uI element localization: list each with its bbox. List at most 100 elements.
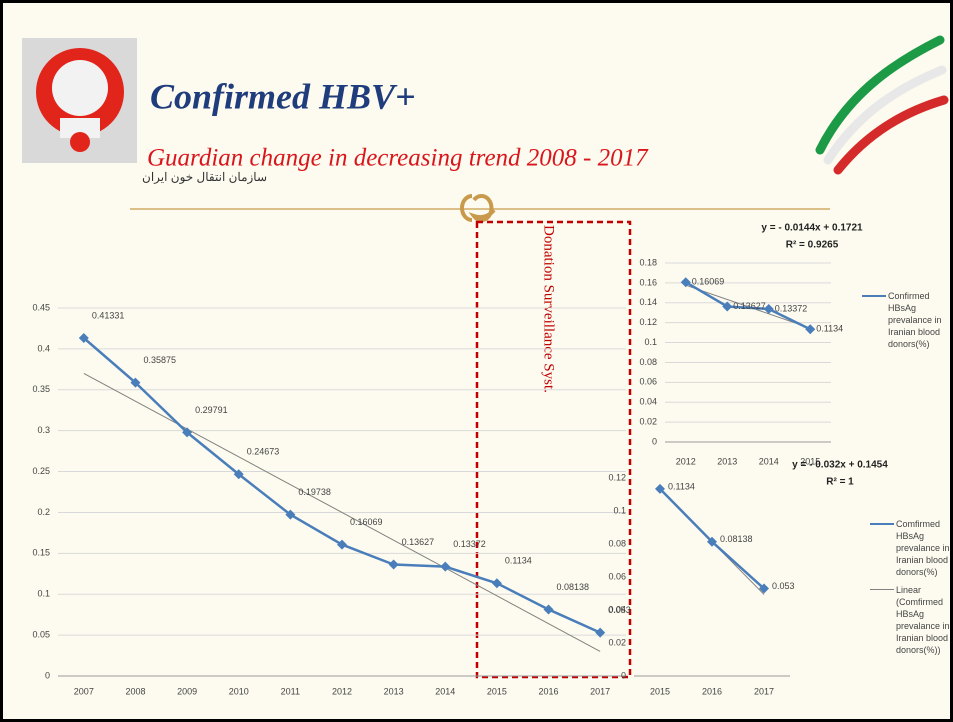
y-tick-label: 0.1 — [644, 337, 657, 347]
data-label: 0.41331 — [92, 310, 125, 320]
y-tick-label: 0.16 — [639, 277, 657, 287]
series-line — [83, 337, 601, 634]
x-tick-label: 2008 — [125, 686, 145, 696]
x-tick-label: 2014 — [759, 456, 779, 466]
legend-label: Confirmed HBsAg prevalance in Iranian bl… — [888, 291, 942, 349]
x-tick-label: 2017 — [754, 686, 774, 696]
y-tick-label: 0.04 — [639, 397, 657, 407]
y-tick-label: 0.4 — [37, 343, 50, 353]
data-point — [759, 583, 769, 594]
legend-item: Comfirmed HBsAg prevalance in Iranian bl… — [870, 518, 950, 578]
data-label: 0.16069 — [350, 517, 383, 527]
slide-title: Confirmed HBV+ — [150, 76, 416, 116]
data-point — [388, 559, 399, 570]
x-tick-label: 2015 — [800, 456, 820, 466]
data-label: 0.13372 — [453, 539, 486, 549]
y-tick-label: 0.02 — [608, 637, 626, 647]
r-squared: R² = 1 — [826, 477, 854, 488]
y-tick-label: 0.45 — [32, 302, 50, 312]
y-tick-label: 0.2 — [37, 507, 50, 517]
data-point — [707, 536, 717, 547]
data-label: 0.08138 — [720, 534, 753, 544]
y-tick-label: 0 — [45, 670, 50, 680]
slide-subtitle: Guardian change in decreasing trend 2008… — [147, 145, 649, 172]
data-label: 0.19738 — [298, 487, 331, 497]
data-label: 0.1134 — [505, 556, 532, 566]
data-label: 0.053 — [772, 581, 795, 591]
data-point — [491, 578, 502, 589]
x-tick-label: 2016 — [702, 686, 722, 696]
r-squared: R² = 0.9265 — [786, 240, 839, 251]
y-tick-label: 0.35 — [32, 384, 50, 394]
trendline — [83, 372, 601, 652]
flag-logo — [815, 35, 949, 175]
data-point — [78, 333, 89, 344]
data-point — [595, 627, 606, 638]
data-label: 0.053 — [608, 605, 631, 615]
x-tick-label: 2015 — [487, 686, 507, 696]
y-tick-label: 0.15 — [32, 548, 50, 558]
legend-symbol — [870, 589, 894, 590]
y-tick-label: 0.14 — [639, 297, 657, 307]
divider — [130, 194, 830, 222]
data-label: 0.13627 — [733, 301, 766, 311]
data-point — [440, 561, 451, 572]
annotation-box — [475, 220, 632, 679]
y-tick-label: 0.06 — [608, 571, 626, 581]
data-point — [805, 324, 816, 335]
legend: Confirmed HBsAg prevalance in Iranian bl… — [862, 290, 952, 356]
series-line — [685, 281, 811, 331]
y-tick-label: 0.06 — [639, 377, 657, 387]
y-tick-label: 0 — [652, 436, 657, 446]
y-tick-label: 0.02 — [639, 416, 657, 426]
data-point — [130, 377, 141, 388]
x-tick-label: 2010 — [229, 686, 249, 696]
y-tick-label: 0.12 — [608, 472, 626, 482]
data-point — [722, 301, 733, 312]
x-tick-label: 2013 — [384, 686, 404, 696]
y-tick-label: 0.3 — [37, 425, 50, 435]
x-tick-label: 2009 — [177, 686, 197, 696]
annotation-text: Donation Surveillance Syst. — [541, 225, 557, 393]
trend-equation: y = - 0.032x + 0.1454 — [792, 460, 888, 471]
x-tick-label: 2014 — [435, 686, 455, 696]
data-point — [543, 604, 554, 615]
data-label: 0.24673 — [247, 447, 280, 457]
data-point — [337, 539, 347, 550]
x-tick-label: 2013 — [717, 456, 737, 466]
data-label: 0.13372 — [775, 303, 808, 313]
y-tick-label: 0.08 — [608, 538, 626, 548]
x-tick-label: 2016 — [539, 686, 559, 696]
legend: Comfirmed HBsAg prevalance in Iranian bl… — [870, 518, 950, 662]
y-tick-label: 0.25 — [32, 466, 50, 476]
data-point — [655, 483, 665, 494]
data-point — [233, 469, 244, 480]
y-tick-label: 0.08 — [639, 357, 657, 367]
data-label: 0.16069 — [692, 277, 725, 287]
legend-symbol — [862, 295, 886, 297]
data-label: 0.29791 — [195, 405, 228, 415]
trend-equation: y = - 0.0144x + 0.1721 — [761, 223, 863, 234]
x-tick-label: 2007 — [74, 686, 94, 696]
y-tick-label: 0.12 — [639, 317, 657, 327]
legend-item: Linear (Comfirmed HBsAg prevalance in Ir… — [870, 584, 950, 656]
logo-caption: سازمان انتقال خون ایران — [142, 170, 267, 184]
legend-label: Linear (Comfirmed HBsAg prevalance in Ir… — [896, 585, 950, 655]
data-label: 0.35875 — [143, 355, 176, 365]
y-tick-label: 0.18 — [639, 257, 657, 267]
y-tick-label: 0.1 — [37, 589, 50, 599]
x-tick-label: 2012 — [676, 456, 696, 466]
x-tick-label: 2015 — [650, 686, 670, 696]
x-tick-label: 2012 — [332, 686, 352, 696]
y-tick-label: 0.05 — [32, 629, 50, 639]
data-point — [763, 304, 774, 315]
data-label: 0.1134 — [816, 324, 843, 334]
x-tick-label: 2011 — [281, 686, 300, 696]
y-tick-label: 0.04 — [608, 604, 626, 614]
data-point — [182, 427, 193, 438]
legend-label: Comfirmed HBsAg prevalance in Iranian bl… — [896, 519, 950, 577]
legend-item: Confirmed HBsAg prevalance in Iranian bl… — [862, 290, 952, 350]
data-label: 0.08138 — [557, 582, 590, 592]
logo — [22, 38, 137, 163]
